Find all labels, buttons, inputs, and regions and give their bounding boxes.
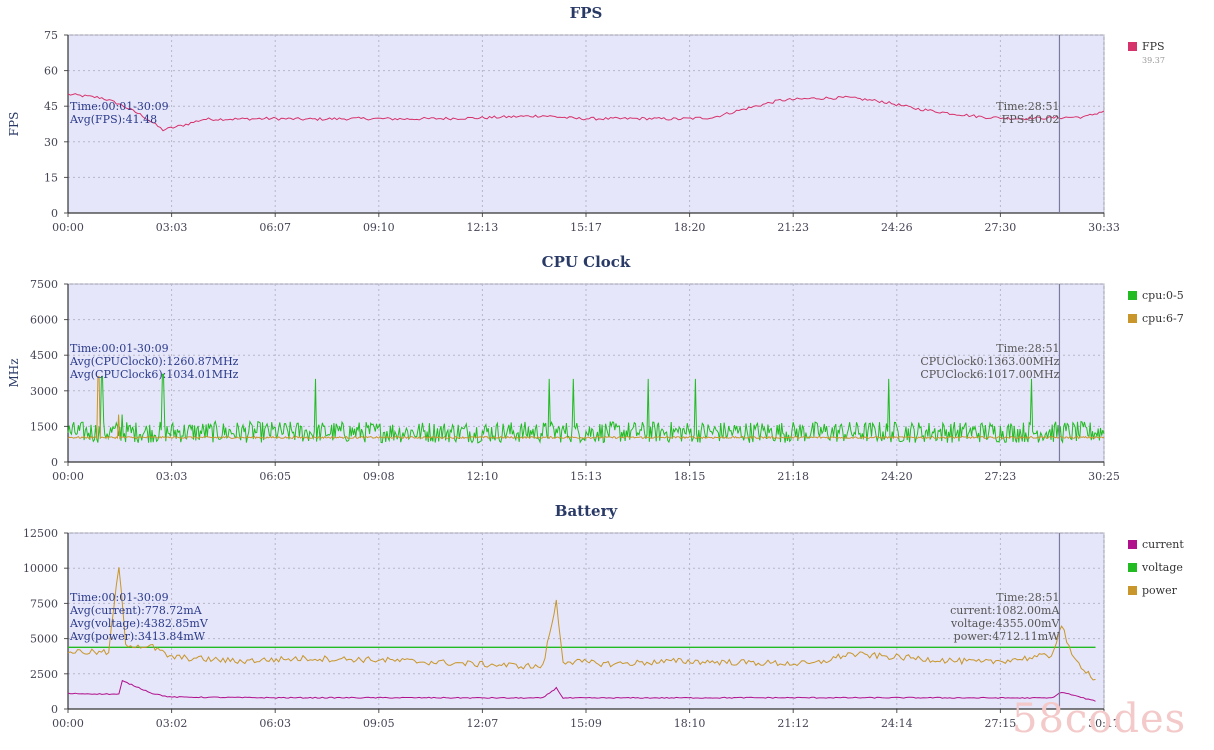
battery-legend-label: voltage <box>1141 561 1183 574</box>
fps-xtick-label: 30:33 <box>1088 221 1120 234</box>
fps-legend-value: 39.37 <box>1142 56 1165 65</box>
battery-info-right: voltage:4355.00mV <box>950 617 1061 630</box>
battery-chart-title: Battery <box>555 502 619 520</box>
battery-xtick-label: 30:17 <box>1088 717 1120 730</box>
battery-ytick-label: 12500 <box>23 527 58 540</box>
fps-xtick-label: 15:17 <box>570 221 602 234</box>
cpu-xtick-label: 18:15 <box>674 470 706 483</box>
cpu-chart-title: CPU Clock <box>542 253 631 271</box>
cpu-legend-label: cpu:0-5 <box>1142 289 1184 302</box>
cpu-xtick-label: 24:20 <box>881 470 913 483</box>
battery-ytick-label: 7500 <box>30 597 58 610</box>
fps-info-left: Avg(FPS):41.48 <box>69 113 157 126</box>
battery-legend-label: power <box>1142 584 1178 597</box>
fps-plot-area <box>67 34 1105 214</box>
cpu-ytick-label: 7500 <box>30 278 58 291</box>
battery-xtick-label: 06:03 <box>259 717 291 730</box>
fps-info-left: Time:00:01-30:09 <box>70 100 169 113</box>
fps-ytick-label: 60 <box>44 65 58 78</box>
fps-info-right: FPS:40.02 <box>1002 113 1060 126</box>
battery-xtick-label: 12:07 <box>467 717 499 730</box>
fps-series-fps <box>67 93 1105 132</box>
fps-xtick-label: 12:13 <box>467 221 499 234</box>
battery-xtick-label: 18:10 <box>674 717 706 730</box>
cpu-xtick-label: 27:23 <box>985 470 1017 483</box>
fps-info-right: Time:28:51 <box>996 100 1059 113</box>
cpu-ytick-label: 0 <box>51 456 58 469</box>
cpu-ytick-label: 4500 <box>30 349 58 362</box>
cpu-info-right: Time:28:51 <box>996 342 1059 355</box>
fps-legend-swatch <box>1128 42 1137 51</box>
cpu-legend-swatch <box>1128 291 1137 300</box>
fps-ytick-label: 15 <box>44 171 58 184</box>
fps-ytick-label: 75 <box>44 29 58 42</box>
fps-xtick-label: 03:03 <box>156 221 188 234</box>
battery-ytick-label: 5000 <box>30 633 58 646</box>
battery-xtick-label: 03:02 <box>156 717 188 730</box>
battery-xtick-label: 09:05 <box>363 717 395 730</box>
battery-ytick-label: 0 <box>51 703 58 716</box>
fps-ytick-label: 0 <box>51 207 58 220</box>
fps-xtick-label: 18:20 <box>674 221 706 234</box>
fps-xtick-label: 27:30 <box>985 221 1017 234</box>
cpu-xtick-label: 03:03 <box>156 470 188 483</box>
cpu-ytick-label: 1500 <box>30 420 58 433</box>
cpu-info-left: Avg(CPUClock0):1260.87MHz <box>69 355 239 368</box>
watermark: 58codes <box>1012 696 1187 742</box>
fps-ytick-label: 30 <box>44 136 58 149</box>
battery-info-left: Time:00:01-30:09 <box>70 591 169 604</box>
battery-info-right: current:1082.00mA <box>950 604 1060 617</box>
battery-info-right: Time:28:51 <box>996 591 1059 604</box>
battery-ytick-label: 10000 <box>23 562 58 575</box>
cpu-xtick-label: 00:00 <box>52 470 84 483</box>
fps-chart-title: FPS <box>570 4 603 22</box>
cpu-xtick-label: 21:18 <box>777 470 809 483</box>
fps-xtick-label: 24:26 <box>881 221 913 234</box>
cpu-xtick-label: 09:08 <box>363 470 395 483</box>
fps-xtick-label: 06:07 <box>259 221 291 234</box>
battery-xtick-label: 27:15 <box>985 717 1017 730</box>
cpu-xtick-label: 15:13 <box>570 470 602 483</box>
battery-series-current <box>67 679 1096 702</box>
battery-xtick-label: 21:12 <box>777 717 809 730</box>
cpu-legend-label: cpu:6-7 <box>1142 312 1184 325</box>
battery-xtick-label: 00:00 <box>52 717 84 730</box>
battery-legend-swatch <box>1128 586 1137 595</box>
cpu-info-right: CPUClock6:1017.00MHz <box>920 368 1059 381</box>
fps-xtick-label: 00:00 <box>52 221 84 234</box>
cpu-ytick-label: 6000 <box>30 314 58 327</box>
fps-xtick-label: 09:10 <box>363 221 395 234</box>
battery-legend-swatch <box>1128 540 1137 549</box>
cpu-xtick-label: 30:25 <box>1088 470 1120 483</box>
cpu-ytick-label: 3000 <box>30 385 58 398</box>
battery-info-right: power:4712.11mW <box>954 630 1060 643</box>
battery-xtick-label: 15:09 <box>570 717 602 730</box>
cpu-xtick-label: 12:10 <box>467 470 499 483</box>
fps-ytick-label: 45 <box>44 100 58 113</box>
fps-xtick-label: 21:23 <box>777 221 809 234</box>
cpu-xtick-label: 06:05 <box>259 470 291 483</box>
cpu-legend-swatch <box>1128 314 1137 323</box>
battery-info-left: Avg(voltage):4382.85mV <box>69 617 209 630</box>
cpu-ylabel: MHz <box>7 358 21 387</box>
battery-legend-swatch <box>1128 563 1137 572</box>
fps-legend-label: FPS <box>1142 40 1165 53</box>
cpu-info-left: Time:00:01-30:09 <box>70 342 169 355</box>
battery-legend-label: current <box>1142 538 1184 551</box>
battery-ytick-label: 2500 <box>30 668 58 681</box>
cpu-info-left: Avg(CPUClock6):1034.01MHz <box>69 368 239 381</box>
battery-info-left: Avg(current):778.72mA <box>69 604 203 617</box>
cpu-info-right: CPUClock0:1363.00MHz <box>920 355 1059 368</box>
battery-info-left: Avg(power):3413.84mW <box>69 630 206 643</box>
fps-ylabel: FPS <box>7 112 21 137</box>
battery-series-power <box>67 567 1096 681</box>
battery-xtick-label: 24:14 <box>881 717 913 730</box>
cpu-series-cpu-6-7 <box>67 376 1105 440</box>
